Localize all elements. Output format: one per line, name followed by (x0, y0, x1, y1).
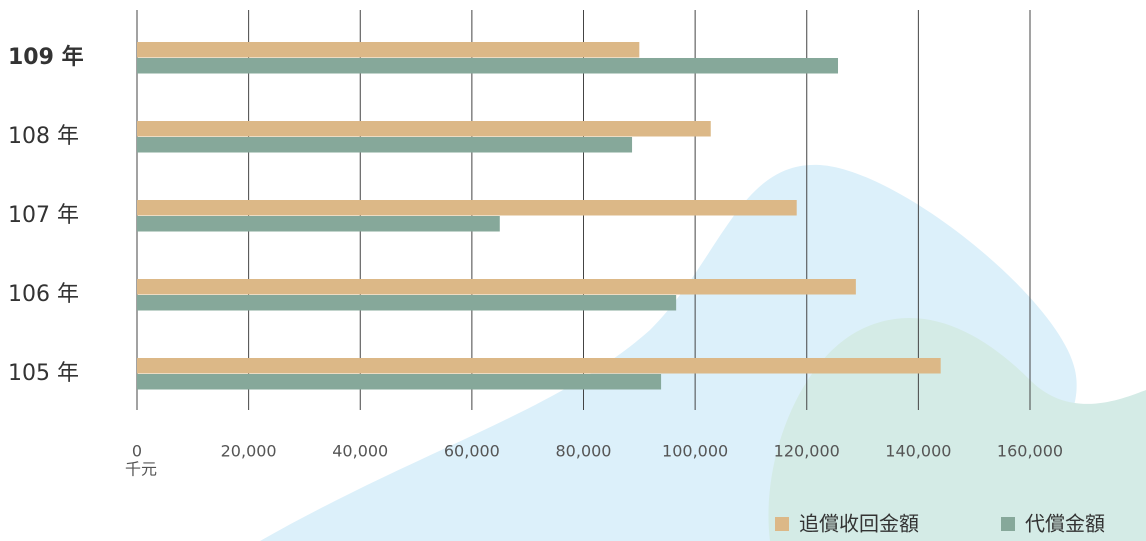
bar (137, 58, 839, 74)
x-tick-label: 120,000 (774, 442, 840, 461)
unit-label: 千元 (125, 460, 157, 479)
x-tick-label: 160,000 (997, 442, 1063, 461)
legend-label: 代償金額 (1025, 512, 1105, 536)
bar (137, 374, 662, 390)
bar (137, 137, 633, 153)
x-tick-label: 60,000 (444, 442, 500, 461)
bar (137, 121, 711, 137)
x-tick-label: 20,000 (221, 442, 277, 461)
background-blob (768, 318, 1146, 541)
y-tick-label: 106 年 (8, 282, 79, 307)
legend-label: 追償收回金額 (799, 512, 919, 536)
legend-swatch (1001, 517, 1015, 531)
bar (137, 279, 856, 295)
bar (137, 200, 797, 216)
x-tick-label: 140,000 (885, 442, 951, 461)
x-tick-label: 100,000 (662, 442, 728, 461)
y-tick-label: 107 年 (8, 203, 79, 228)
x-tick-label: 80,000 (556, 442, 612, 461)
legend-swatch (775, 517, 789, 531)
y-tick-label: 109 年 (8, 44, 84, 70)
bar (137, 358, 941, 374)
bar (137, 216, 500, 232)
bar (137, 42, 640, 58)
x-tick-label: 40,000 (332, 442, 388, 461)
y-tick-label: 108 年 (8, 124, 79, 149)
x-tick-label: 0 (132, 442, 142, 461)
y-tick-label: 105 年 (8, 361, 79, 386)
bar (137, 295, 677, 311)
